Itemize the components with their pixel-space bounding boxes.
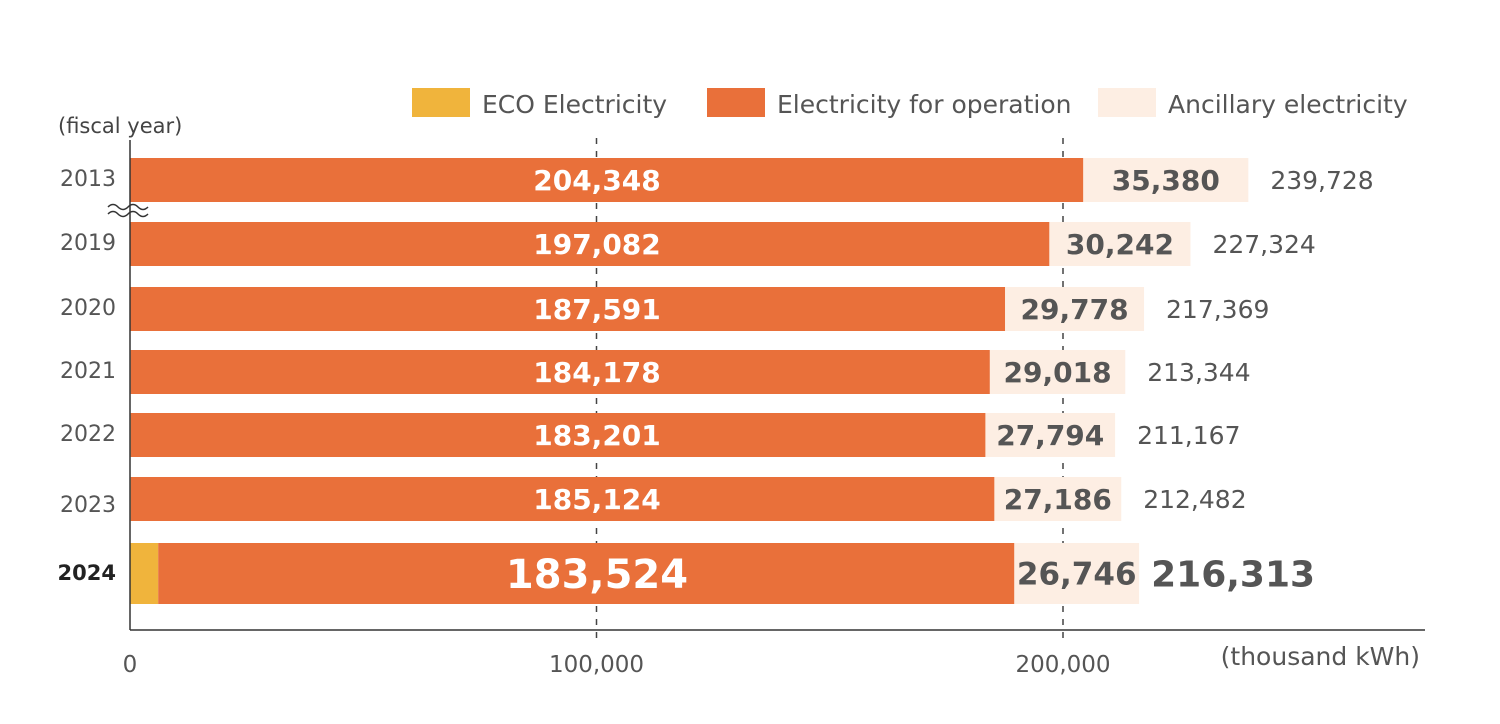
category-label: 2024	[58, 561, 116, 585]
data-label: 187,591	[533, 293, 661, 326]
bar-segment	[130, 413, 986, 457]
total-label: 239,728	[1270, 166, 1373, 195]
bar-segment	[130, 350, 990, 394]
category-label: 2022	[60, 422, 116, 447]
bar-segment	[1005, 287, 1145, 331]
data-label: 26,746	[1017, 557, 1137, 593]
data-label: 183,201	[533, 419, 661, 452]
bar-segment	[994, 477, 1122, 521]
bar-segment	[158, 543, 1015, 604]
data-label: 30,242	[1066, 228, 1174, 261]
data-label: 27,794	[996, 419, 1104, 452]
category-label: 2019	[60, 231, 116, 256]
data-label: 204,348	[533, 164, 661, 197]
bar-segment	[989, 350, 1126, 394]
total-label: 216,313	[1151, 554, 1315, 595]
legend-label: Ancillary electricity	[1168, 90, 1408, 119]
data-label: 197,082	[533, 228, 661, 261]
y-axis-label: (fiscal year)	[58, 114, 182, 138]
bar-segment	[130, 543, 159, 604]
legend-swatch	[707, 88, 765, 117]
bar-segment	[985, 413, 1116, 457]
data-label: 183,524	[506, 552, 688, 598]
category-label: 2020	[60, 296, 116, 321]
total-label: 212,482	[1143, 485, 1246, 514]
legend-label: Electricity for operation	[777, 90, 1071, 119]
category-label: 2023	[60, 493, 116, 518]
legend-swatch	[412, 88, 470, 117]
category-label: 2013	[60, 167, 116, 192]
x-tick-label: 100,000	[549, 652, 644, 678]
total-label: 227,324	[1212, 230, 1315, 259]
legend-label: ECO Electricity	[482, 90, 667, 119]
total-label: 217,369	[1166, 295, 1269, 324]
data-label: 29,018	[1004, 356, 1112, 389]
data-label: 184,178	[533, 356, 661, 389]
bar-segment	[130, 222, 1050, 266]
x-tick-label: 0	[123, 652, 138, 678]
data-label: 185,124	[533, 483, 661, 516]
x-tick-label: 200,000	[1015, 652, 1110, 678]
category-label: 2021	[60, 359, 116, 384]
bar-segment	[130, 477, 995, 521]
axis-break-mark	[107, 203, 149, 218]
data-label: 35,380	[1112, 164, 1220, 197]
data-label: 29,778	[1021, 293, 1129, 326]
bar-segment	[130, 287, 1006, 331]
legend-swatch	[1098, 88, 1156, 117]
bar-segment	[1049, 222, 1191, 266]
x-axis-label: (thousand kWh)	[1221, 642, 1420, 671]
legend: ECO Electricity Electricity for operation…	[412, 88, 1408, 119]
bar-segment	[1083, 158, 1249, 202]
data-label: 27,186	[1004, 483, 1112, 516]
bar-segment	[130, 158, 1084, 202]
bar-segment	[1014, 543, 1140, 604]
total-label: 213,344	[1147, 358, 1250, 387]
total-label: 211,167	[1137, 421, 1240, 450]
